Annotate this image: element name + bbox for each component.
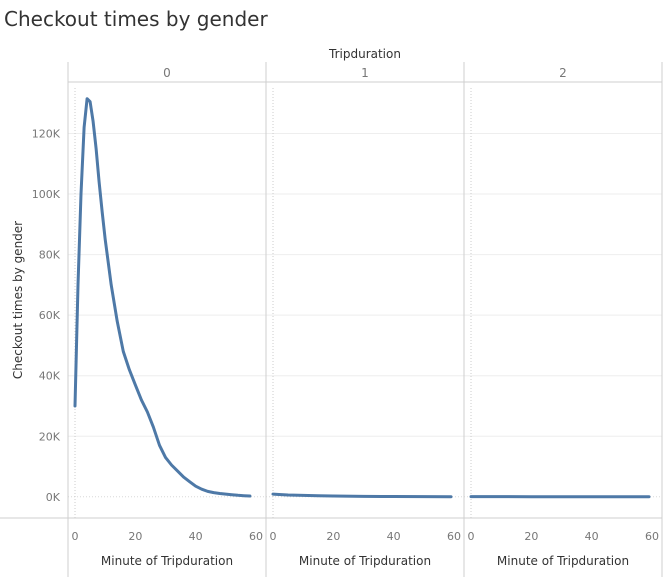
x-tick-label: 20	[326, 530, 340, 543]
x-tick-label: 0	[72, 530, 79, 543]
y-tick-label: 40K	[39, 370, 61, 383]
y-tick-label: 20K	[39, 430, 61, 443]
x-tick-label: 20	[524, 530, 538, 543]
x-tick-label: 0	[270, 530, 277, 543]
page-title: Checkout times by gender	[4, 7, 268, 31]
y-tick-label: 100K	[32, 188, 61, 201]
series-line-1	[271, 492, 453, 499]
x-tick-label: 60	[645, 530, 659, 543]
series-line-0	[73, 97, 252, 498]
x-tick-label: 20	[128, 530, 142, 543]
x-tick-label: 0	[468, 530, 475, 543]
y-tick-label: 60K	[39, 309, 61, 322]
y-axis-label: Checkout times by gender	[11, 221, 25, 379]
x-axis-label: Minute of Tripduration	[101, 554, 233, 568]
x-axis-label: Minute of Tripduration	[497, 554, 629, 568]
x-tick-label: 60	[249, 530, 263, 543]
panel-header-label: 2	[559, 66, 567, 80]
panel-header-label: 0	[163, 66, 171, 80]
panel-header-label: 1	[361, 66, 369, 80]
x-tick-label: 40	[585, 530, 599, 543]
y-tick-label: 120K	[32, 127, 61, 140]
x-tick-label: 40	[189, 530, 203, 543]
y-tick-label: 0K	[46, 491, 61, 504]
x-tick-label: 40	[387, 530, 401, 543]
x-axis-label: Minute of Tripduration	[299, 554, 431, 568]
y-tick-label: 80K	[39, 249, 61, 262]
x-tick-label: 60	[447, 530, 461, 543]
column-header: Tripduration	[328, 47, 401, 61]
